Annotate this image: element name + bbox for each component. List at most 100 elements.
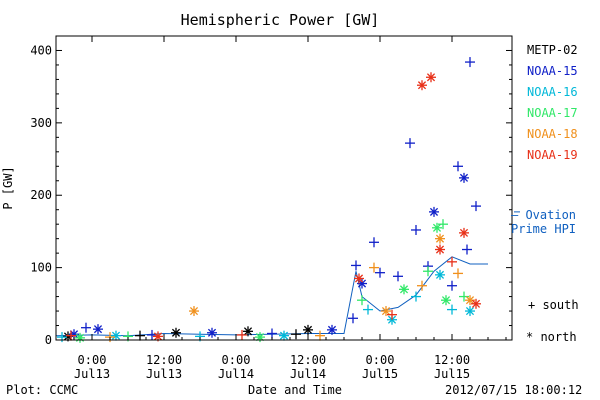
point-noaa-19-south xyxy=(237,329,247,340)
y-tick-label: 200 xyxy=(30,188,52,202)
marker-stroke xyxy=(435,270,445,279)
marker-stroke xyxy=(303,325,313,334)
x-tick-date-label: Jul15 xyxy=(434,367,470,381)
marker-stroke xyxy=(465,296,475,305)
marker-stroke xyxy=(459,173,469,182)
point-noaa-15-north xyxy=(327,324,337,335)
point-noaa-17-south xyxy=(459,291,469,302)
ovation-series-line xyxy=(55,256,488,337)
y-tick-label: 0 xyxy=(45,333,52,347)
ovation-legend: — Ovation Prime HPI xyxy=(511,208,576,236)
point-noaa-19-south xyxy=(66,330,76,341)
point-noaa-15-south xyxy=(465,57,475,68)
point-noaa-18-north xyxy=(189,306,199,317)
y-tick-label: 400 xyxy=(30,43,52,57)
marker-stroke xyxy=(429,207,439,216)
point-noaa-15-south xyxy=(453,161,463,172)
point-noaa-15-south xyxy=(81,322,91,333)
point-noaa-15-south xyxy=(147,329,157,340)
point-noaa-19-south xyxy=(387,309,397,320)
point-noaa-15-south xyxy=(348,313,358,324)
point-noaa-16-south xyxy=(447,304,457,315)
point-noaa-16-north xyxy=(111,330,121,341)
point-noaa-19-north xyxy=(354,273,364,284)
point-noaa-15-north xyxy=(207,327,217,338)
marker-stroke xyxy=(111,331,121,340)
point-noaa-19-north xyxy=(435,244,445,255)
y-tick-label: 100 xyxy=(30,261,52,275)
marker-stroke xyxy=(327,325,337,334)
point-noaa-17-north xyxy=(399,284,409,295)
point-noaa-17-south xyxy=(357,295,367,306)
point-noaa-15-north xyxy=(429,206,439,217)
footer-timestamp: 2012/07/15 18:00:12 xyxy=(445,383,583,397)
footer-plot-credit: Plot: CCMC xyxy=(6,383,79,397)
point-noaa-17-north xyxy=(441,295,451,306)
point-noaa-15-south xyxy=(267,328,277,339)
legend-item-metp-02: METP-02 xyxy=(527,43,578,57)
marker-stroke xyxy=(153,332,163,341)
point-noaa-16-north xyxy=(435,269,445,280)
marker-stroke xyxy=(426,73,436,82)
point-noaa-15-south xyxy=(447,280,457,291)
x-tick-time-label: 0:00 xyxy=(222,353,251,367)
marker-stroke xyxy=(171,328,181,337)
point-noaa-15-north xyxy=(93,324,103,335)
x-tick-date-label: Jul15 xyxy=(362,367,398,381)
point-noaa-17-north xyxy=(255,332,265,343)
x-tick-date-label: Jul13 xyxy=(146,367,182,381)
y-tick-label: 300 xyxy=(30,116,52,130)
point-noaa-19-north xyxy=(471,298,481,309)
marker-stroke xyxy=(93,325,103,334)
point-noaa-18-south xyxy=(417,280,427,291)
point-metp-02-north xyxy=(171,327,181,338)
south-symbol-legend: + south xyxy=(528,298,579,312)
point-noaa-17-south xyxy=(438,219,448,230)
point-noaa-15-south xyxy=(405,138,415,149)
x-tick-time-label: 12:00 xyxy=(290,353,326,367)
point-noaa-18-north xyxy=(465,295,475,306)
point-noaa-15-south xyxy=(393,271,403,282)
marker-stroke xyxy=(435,245,445,254)
point-noaa-19-north xyxy=(417,80,427,91)
ovation-legend-line1: — Ovation xyxy=(511,208,577,222)
point-noaa-18-south xyxy=(453,268,463,279)
point-noaa-15-south xyxy=(471,201,481,212)
point-noaa-15-south xyxy=(375,267,385,278)
plot-frame xyxy=(55,35,513,341)
chart-title: Hemispheric Power [GW] xyxy=(180,11,380,29)
point-noaa-15-south xyxy=(462,244,472,255)
point-noaa-15-south xyxy=(351,260,361,271)
x-tick-date-label: Jul13 xyxy=(74,367,110,381)
marker-stroke xyxy=(417,81,427,90)
point-noaa-19-north xyxy=(459,227,469,238)
point-metp-02-north xyxy=(303,324,313,335)
point-metp-02-south xyxy=(135,330,145,341)
point-noaa-19-south xyxy=(447,256,457,267)
point-noaa-15-south xyxy=(411,224,421,235)
marker-stroke xyxy=(207,328,217,337)
legend-item-noaa-18: NOAA-18 xyxy=(527,127,578,141)
ovation-legend-line2: Prime HPI xyxy=(511,222,577,236)
x-axis-label: Date and Time xyxy=(248,383,342,397)
x-tick-date-label: Jul14 xyxy=(290,367,326,381)
x-tick-time-label: 12:00 xyxy=(434,353,470,367)
point-noaa-15-north xyxy=(459,172,469,183)
legend-item-noaa-15: NOAA-15 xyxy=(527,64,578,78)
marker-stroke xyxy=(465,306,475,316)
legend-item-noaa-16: NOAA-16 xyxy=(527,85,578,99)
point-noaa-18-south xyxy=(369,262,379,273)
point-noaa-18-north xyxy=(381,306,391,317)
data-points-layer xyxy=(57,57,481,343)
marker-stroke xyxy=(381,306,391,316)
point-noaa-16-north xyxy=(465,306,475,317)
y-axis-label: P [GW] xyxy=(1,166,15,209)
marker-stroke xyxy=(189,306,199,316)
point-noaa-17-south xyxy=(423,266,433,277)
marker-stroke xyxy=(243,327,253,336)
point-metp-02-north xyxy=(243,326,253,337)
x-tick-time-label: 0:00 xyxy=(78,353,107,367)
